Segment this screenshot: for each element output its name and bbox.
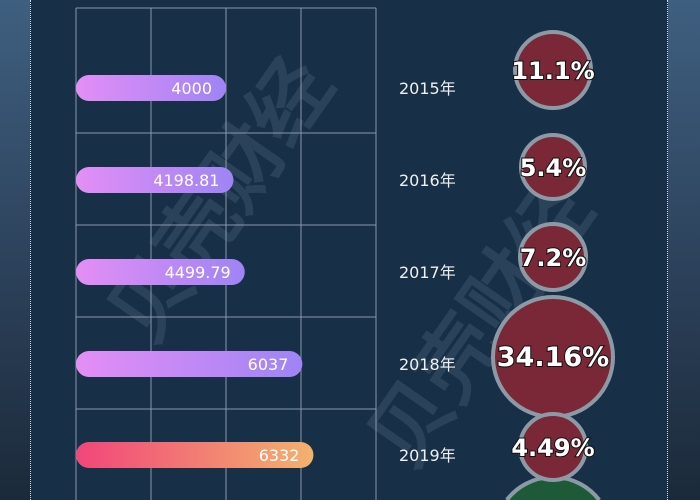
growth-bubble [518,222,588,292]
bar-value-label: 4198.81 [153,171,219,190]
bar-value-label: 4000 [171,79,212,98]
background-photo-right [668,0,700,500]
year-label: 2017年 [399,263,456,282]
year-label: 2019年 [399,446,456,465]
growth-label: 7.2% [520,244,587,272]
bar [76,75,226,101]
year-label: 2018年 [399,355,456,374]
growth-label: 11.1% [511,57,594,85]
growth-bubble [513,30,593,110]
background-photo-left [0,0,30,500]
year-label: 2015年 [399,79,456,98]
bar-value-label: 6037 [248,355,289,374]
growth-label: 4.49% [511,434,594,462]
bar [76,167,234,193]
growth-bubble [518,412,588,482]
growth-bubble [519,133,587,201]
year-label: 2016年 [399,171,456,190]
bar-value-label: 4499.79 [165,263,231,282]
growth-label: 34.16% [497,342,609,373]
growth-label: 5.4% [520,154,587,182]
bar-value-label: 6332 [259,446,300,465]
bar [76,351,303,377]
bar [76,442,314,468]
bar [76,259,245,285]
